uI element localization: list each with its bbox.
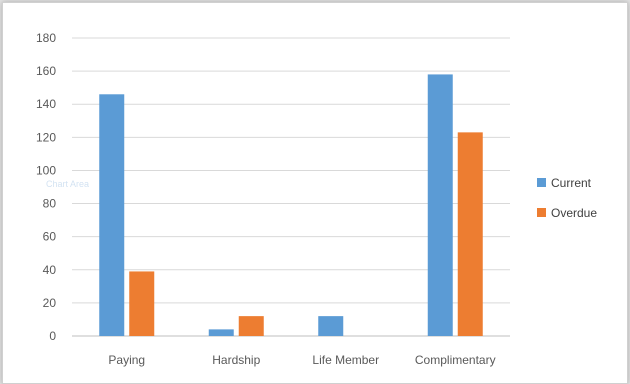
bar-overdue	[129, 271, 155, 336]
bars	[99, 74, 483, 337]
legend: Current Overdue	[537, 176, 597, 220]
bar-overdue	[238, 316, 264, 336]
bar-overdue	[457, 132, 483, 336]
bar-current	[318, 316, 344, 336]
x-category-label: Complimentary	[415, 353, 496, 367]
x-axis-categories: Paying Hardship Life Member Complimentary	[108, 353, 495, 367]
legend-swatch-current	[537, 178, 546, 187]
y-axis-ticks: 0 20 40 60 80 100 120 140 160 180	[36, 31, 56, 343]
y-tick-label: 0	[49, 329, 56, 343]
bar-current	[99, 94, 125, 337]
legend-swatch-overdue	[537, 208, 546, 217]
x-category-label: Paying	[108, 353, 145, 367]
y-tick-label: 160	[36, 64, 56, 78]
x-category-label: Hardship	[212, 353, 260, 367]
y-tick-label: 60	[43, 230, 57, 244]
y-tick-label: 120	[36, 130, 56, 144]
bar-current	[208, 329, 234, 336]
y-tick-label: 140	[36, 97, 56, 111]
y-tick-label: 100	[36, 163, 56, 177]
y-tick-label: 20	[43, 296, 57, 310]
chart-area-tooltip: Chart Area	[46, 179, 89, 189]
x-category-label: Life Member	[312, 353, 379, 367]
chart: 0 20 40 60 80 100 120 140 160 180 Paying Hardship L…	[36, 31, 597, 367]
y-tick-label: 80	[43, 197, 57, 211]
legend-label-overdue: Overdue	[551, 206, 597, 220]
bar-current	[427, 74, 453, 336]
y-tick-label: 180	[36, 31, 56, 45]
legend-label-current: Current	[551, 176, 592, 190]
y-tick-label: 40	[43, 263, 57, 277]
